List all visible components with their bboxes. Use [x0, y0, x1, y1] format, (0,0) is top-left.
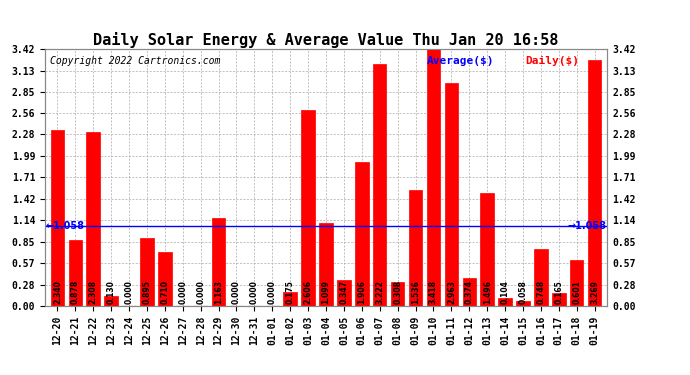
Text: 0.308: 0.308 [393, 280, 402, 304]
Text: 0.000: 0.000 [232, 280, 241, 304]
Bar [570, 261, 584, 306]
Text: 0.104: 0.104 [501, 280, 510, 304]
Bar [444, 83, 458, 306]
Text: 0.347: 0.347 [339, 280, 348, 304]
Text: Copyright 2022 Cartronics.com: Copyright 2022 Cartronics.com [50, 57, 221, 66]
Text: 0.058: 0.058 [518, 280, 528, 304]
Text: 3.269: 3.269 [590, 280, 599, 304]
Text: 3.418: 3.418 [429, 280, 438, 304]
Text: 0.175: 0.175 [286, 280, 295, 304]
Bar [284, 292, 297, 306]
Bar [391, 282, 404, 306]
Text: 0.710: 0.710 [160, 280, 169, 304]
Bar [534, 249, 548, 306]
Bar [140, 238, 154, 306]
Bar [498, 298, 512, 306]
Bar [588, 60, 602, 306]
Bar [409, 190, 422, 306]
Text: 0.000: 0.000 [178, 280, 187, 304]
Text: 1.536: 1.536 [411, 280, 420, 304]
Bar [319, 223, 333, 306]
Text: Average($): Average($) [427, 57, 495, 66]
Text: 0.748: 0.748 [536, 280, 545, 304]
Title: Daily Solar Energy & Average Value Thu Jan 20 16:58: Daily Solar Energy & Average Value Thu J… [93, 32, 559, 48]
Text: ←1.058: ←1.058 [46, 221, 84, 231]
Bar [104, 296, 118, 306]
Text: 0.165: 0.165 [554, 280, 563, 304]
Bar [373, 64, 386, 306]
Text: 0.601: 0.601 [572, 280, 581, 304]
Bar [355, 162, 368, 306]
Bar [302, 110, 315, 306]
Text: 0.000: 0.000 [250, 280, 259, 304]
Text: 1.906: 1.906 [357, 280, 366, 304]
Text: 0.130: 0.130 [107, 280, 116, 304]
Text: 2.606: 2.606 [304, 280, 313, 304]
Bar [212, 218, 226, 306]
Text: →1.058: →1.058 [568, 221, 607, 231]
Text: 0.000: 0.000 [196, 280, 205, 304]
Text: 2.340: 2.340 [53, 280, 62, 304]
Text: 1.496: 1.496 [483, 280, 492, 304]
Bar [516, 301, 530, 306]
Bar [462, 278, 476, 306]
Bar [158, 252, 172, 306]
Bar [480, 193, 494, 306]
Text: 0.878: 0.878 [71, 280, 80, 304]
Bar [86, 132, 100, 306]
Bar [337, 279, 351, 306]
Text: 1.099: 1.099 [322, 280, 331, 304]
Text: Daily($): Daily($) [526, 57, 580, 66]
Bar [426, 49, 440, 306]
Text: 3.222: 3.222 [375, 280, 384, 304]
Text: 2.308: 2.308 [89, 280, 98, 304]
Bar [50, 130, 64, 306]
Text: 0.895: 0.895 [142, 280, 151, 304]
Bar [68, 240, 82, 306]
Text: 2.963: 2.963 [447, 280, 456, 304]
Text: 0.000: 0.000 [124, 280, 134, 304]
Bar [552, 293, 566, 306]
Text: 1.163: 1.163 [214, 280, 223, 304]
Text: 0.000: 0.000 [268, 280, 277, 304]
Text: 0.374: 0.374 [465, 280, 474, 304]
